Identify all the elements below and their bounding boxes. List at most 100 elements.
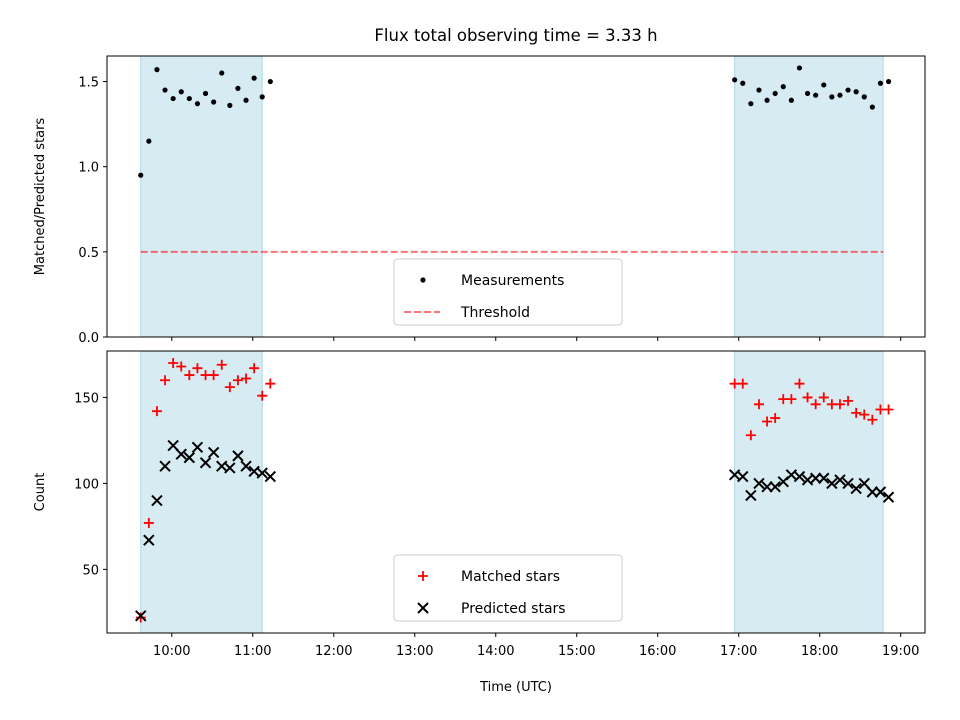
- data-point: [851, 407, 862, 418]
- data-point: [843, 395, 854, 406]
- data-point: [224, 462, 236, 474]
- data-point: [788, 97, 794, 103]
- legend-entry: Matched stars: [461, 569, 560, 585]
- data-point: [251, 75, 257, 81]
- chart-title: Flux total observing time = 3.33 h: [374, 26, 657, 45]
- data-point: [249, 363, 260, 374]
- data-point: [737, 378, 748, 389]
- data-point: [809, 472, 822, 484]
- data-point: [821, 82, 827, 88]
- data-point: [882, 491, 895, 503]
- data-point: [802, 392, 813, 403]
- data-point: [227, 102, 233, 108]
- series-predicted-stars: [135, 439, 895, 622]
- data-point: [885, 78, 892, 85]
- y-tick-label: 0.0: [78, 331, 99, 346]
- data-point: [143, 534, 155, 546]
- data-point: [837, 92, 843, 98]
- legend-entry: Predicted stars: [461, 601, 566, 617]
- x-tick-label: 12:00: [315, 644, 352, 659]
- data-point: [794, 378, 805, 389]
- data-point: [202, 90, 209, 97]
- data-point: [818, 472, 830, 484]
- x-tick-label: 19:00: [882, 644, 919, 659]
- series-measurements: [138, 65, 892, 178]
- data-point: [850, 482, 862, 495]
- data-point: [264, 470, 277, 483]
- data-point: [184, 370, 195, 381]
- legend: Measurements Threshold: [393, 258, 623, 326]
- data-point: [183, 451, 196, 464]
- data-point: [241, 373, 252, 384]
- data-point: [732, 77, 738, 83]
- data-point: [845, 87, 851, 93]
- data-point: [146, 138, 152, 144]
- data-point: [834, 474, 846, 486]
- data-point: [235, 85, 241, 91]
- data-point: [175, 448, 187, 460]
- series-matched-stars: [135, 358, 894, 623]
- data-point: [858, 477, 870, 490]
- y-tick-label: 150: [74, 391, 99, 406]
- data-point: [834, 399, 845, 410]
- data-point: [265, 378, 276, 389]
- data-point: [867, 414, 878, 425]
- data-point: [874, 486, 887, 498]
- data-point: [219, 70, 225, 76]
- legend-marker: [417, 602, 429, 614]
- plot-frame: [106, 350, 926, 634]
- y-tick-label: 1.5: [78, 76, 99, 91]
- legend-box: [393, 554, 623, 622]
- data-point: [877, 80, 884, 86]
- data-point: [143, 517, 154, 528]
- data-point: [257, 390, 268, 401]
- x-tick-label: 17:00: [720, 644, 757, 659]
- data-point: [162, 87, 168, 93]
- data-point: [192, 363, 203, 374]
- data-point: [745, 430, 756, 441]
- data-point: [154, 67, 160, 73]
- data-point: [178, 89, 184, 95]
- data-point: [216, 359, 227, 370]
- observing-window-1: [140, 350, 263, 634]
- data-point: [737, 470, 749, 483]
- x-axis-label: Time (UTC): [479, 680, 552, 695]
- data-point: [786, 394, 797, 405]
- data-point: [135, 612, 146, 623]
- data-point: [243, 97, 249, 103]
- data-point: [191, 441, 204, 454]
- data-point: [224, 382, 235, 393]
- y-tick-label: 1.0: [78, 161, 99, 176]
- data-point: [853, 89, 859, 95]
- data-point: [810, 399, 821, 410]
- data-point: [151, 494, 163, 507]
- legend-box: [393, 258, 623, 326]
- observing-window-2: [734, 55, 884, 338]
- data-point: [861, 94, 867, 100]
- legend-entry: Threshold: [460, 305, 530, 321]
- data-point: [756, 87, 762, 93]
- data-point: [167, 439, 179, 452]
- y-tick-label: 0.5: [78, 246, 99, 261]
- observing-window-1: [140, 55, 263, 338]
- data-point: [796, 65, 803, 71]
- x-tick-label: 15:00: [558, 644, 595, 659]
- data-point: [259, 94, 265, 100]
- data-point: [753, 399, 764, 410]
- data-point: [186, 95, 192, 102]
- x-tick-label: 14:00: [477, 644, 514, 659]
- y-tick-label: 50: [82, 563, 99, 578]
- data-point: [194, 101, 201, 107]
- legend: Matched stars Predicted stars: [393, 554, 623, 622]
- data-point: [761, 481, 773, 493]
- data-point: [232, 375, 243, 386]
- data-point: [770, 413, 781, 424]
- data-point: [869, 104, 875, 110]
- legend-entry: Measurements: [461, 273, 564, 289]
- data-point: [256, 467, 268, 479]
- data-point: [748, 101, 754, 107]
- data-point: [769, 481, 781, 493]
- data-point: [740, 80, 746, 86]
- data-point: [745, 489, 757, 502]
